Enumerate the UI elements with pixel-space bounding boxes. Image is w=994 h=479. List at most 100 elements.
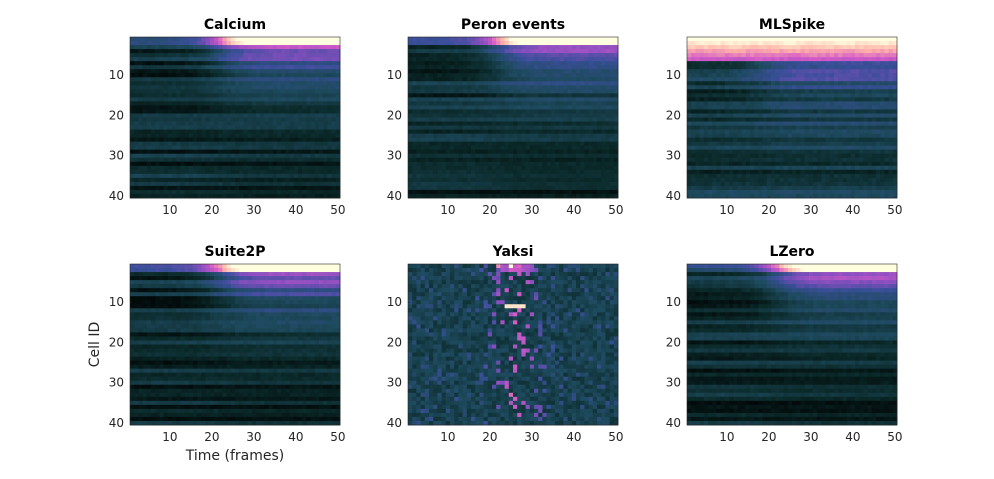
- heatmap-cell: [783, 89, 789, 94]
- heatmap-cell: [264, 165, 269, 171]
- heatmap-cell: [281, 161, 286, 167]
- heatmap-cell: [496, 129, 501, 134]
- heatmap-cell: [609, 177, 615, 183]
- heatmap-cell: [408, 165, 413, 171]
- heatmap-cell: [416, 97, 421, 102]
- heatmap-cell: [492, 165, 497, 171]
- heatmap-cell: [235, 109, 240, 114]
- heatmap-cell: [272, 41, 278, 46]
- heatmap-cell: [412, 141, 417, 147]
- heatmap-cell: [605, 117, 610, 122]
- heatmap-cell: [433, 37, 438, 42]
- heatmap-cell: [783, 97, 789, 102]
- heatmap-cell: [496, 193, 501, 199]
- heatmap-cell: [546, 65, 552, 70]
- heatmap-cell: [525, 121, 531, 126]
- heatmap-cell: [176, 181, 181, 187]
- heatmap-cell: [508, 141, 514, 147]
- heatmap-cell: [458, 141, 463, 147]
- heatmap-cell: [708, 101, 713, 106]
- heatmap-cell: [331, 121, 337, 126]
- heatmap-cell: [808, 85, 814, 90]
- heatmap-cell: [720, 45, 726, 50]
- heatmap-cell: [529, 65, 535, 70]
- heatmap-cell: [479, 153, 484, 159]
- heatmap-cell: [880, 57, 885, 62]
- heatmap-cell: [559, 61, 564, 66]
- heatmap-cell: [235, 37, 240, 42]
- heatmap-cell: [613, 49, 619, 54]
- heatmap-cell: [445, 65, 451, 70]
- heatmap-cell: [243, 129, 248, 134]
- heatmap-cell: [601, 69, 606, 74]
- heatmap-cell: [412, 133, 417, 139]
- heatmap-cell: [230, 109, 236, 114]
- heatmap-cell: [691, 81, 696, 86]
- heatmap-cell: [450, 173, 455, 179]
- heatmap-cell: [787, 73, 793, 78]
- heatmap-cell: [521, 141, 526, 147]
- heatmap-cell: [555, 49, 560, 54]
- heatmap-cell: [239, 101, 244, 106]
- heatmap-cell: [787, 53, 793, 58]
- heatmap-cell: [699, 57, 705, 62]
- heatmap-cell: [433, 97, 438, 102]
- heatmap-cell: [609, 49, 615, 54]
- heatmap-cell: [193, 37, 198, 42]
- heatmap-cell: [420, 61, 426, 66]
- heatmap-cell: [601, 93, 606, 98]
- heatmap-cell: [508, 133, 514, 139]
- heatmap-cell: [433, 85, 438, 90]
- heatmap-cell: [293, 45, 299, 50]
- heatmap-cell: [302, 37, 307, 42]
- heatmap-cell: [176, 69, 181, 74]
- heatmap-cell: [458, 129, 463, 134]
- heatmap-cell: [479, 137, 484, 143]
- heatmap-cell: [281, 65, 286, 70]
- heatmap-cell: [323, 157, 328, 163]
- heatmap-cell: [281, 189, 286, 195]
- heatmap-cell: [559, 185, 564, 191]
- heatmap-cell: [525, 57, 531, 62]
- heatmap-cell: [487, 77, 493, 82]
- heatmap-cell: [529, 93, 535, 98]
- heatmap-cell: [534, 161, 539, 167]
- heatmap-cell: [424, 129, 430, 134]
- heatmap-cell: [155, 85, 160, 90]
- heatmap-cell: [779, 85, 784, 90]
- heatmap-cell: [412, 37, 417, 42]
- heatmap-cell: [517, 125, 522, 130]
- heatmap-cell: [218, 157, 223, 163]
- heatmap-cell: [571, 93, 577, 98]
- heatmap-cell: [521, 185, 526, 191]
- heatmap-cell: [146, 153, 152, 159]
- heatmap-cell: [420, 69, 426, 74]
- heatmap-cell: [496, 109, 501, 114]
- heatmap-cell: [146, 125, 152, 130]
- heatmap-cell: [483, 193, 489, 199]
- heatmap-cell: [584, 181, 589, 187]
- heatmap-cell: [281, 109, 286, 114]
- heatmap-cell: [880, 77, 885, 82]
- heatmap-cell: [289, 69, 295, 74]
- heatmap-cell: [327, 161, 332, 167]
- heatmap-cell: [567, 101, 573, 106]
- heatmap-cell: [825, 93, 831, 98]
- heatmap-cell: [256, 69, 261, 74]
- heatmap-cell: [766, 85, 772, 90]
- heatmap-cell: [829, 97, 835, 102]
- heatmap-cell: [695, 41, 700, 46]
- heatmap-cell: [466, 41, 472, 46]
- heatmap-cell: [521, 81, 526, 86]
- heatmap-cell: [779, 61, 784, 66]
- heatmap-cell: [256, 61, 261, 66]
- heatmap-cell: [609, 81, 615, 86]
- heatmap-cell: [302, 157, 307, 163]
- heatmap-cell: [445, 169, 451, 175]
- heatmap-cell: [867, 45, 873, 50]
- heatmap-cell: [813, 77, 818, 82]
- heatmap-cell: [243, 121, 248, 126]
- heatmap-cell: [268, 45, 274, 50]
- heatmap-cell: [247, 65, 253, 70]
